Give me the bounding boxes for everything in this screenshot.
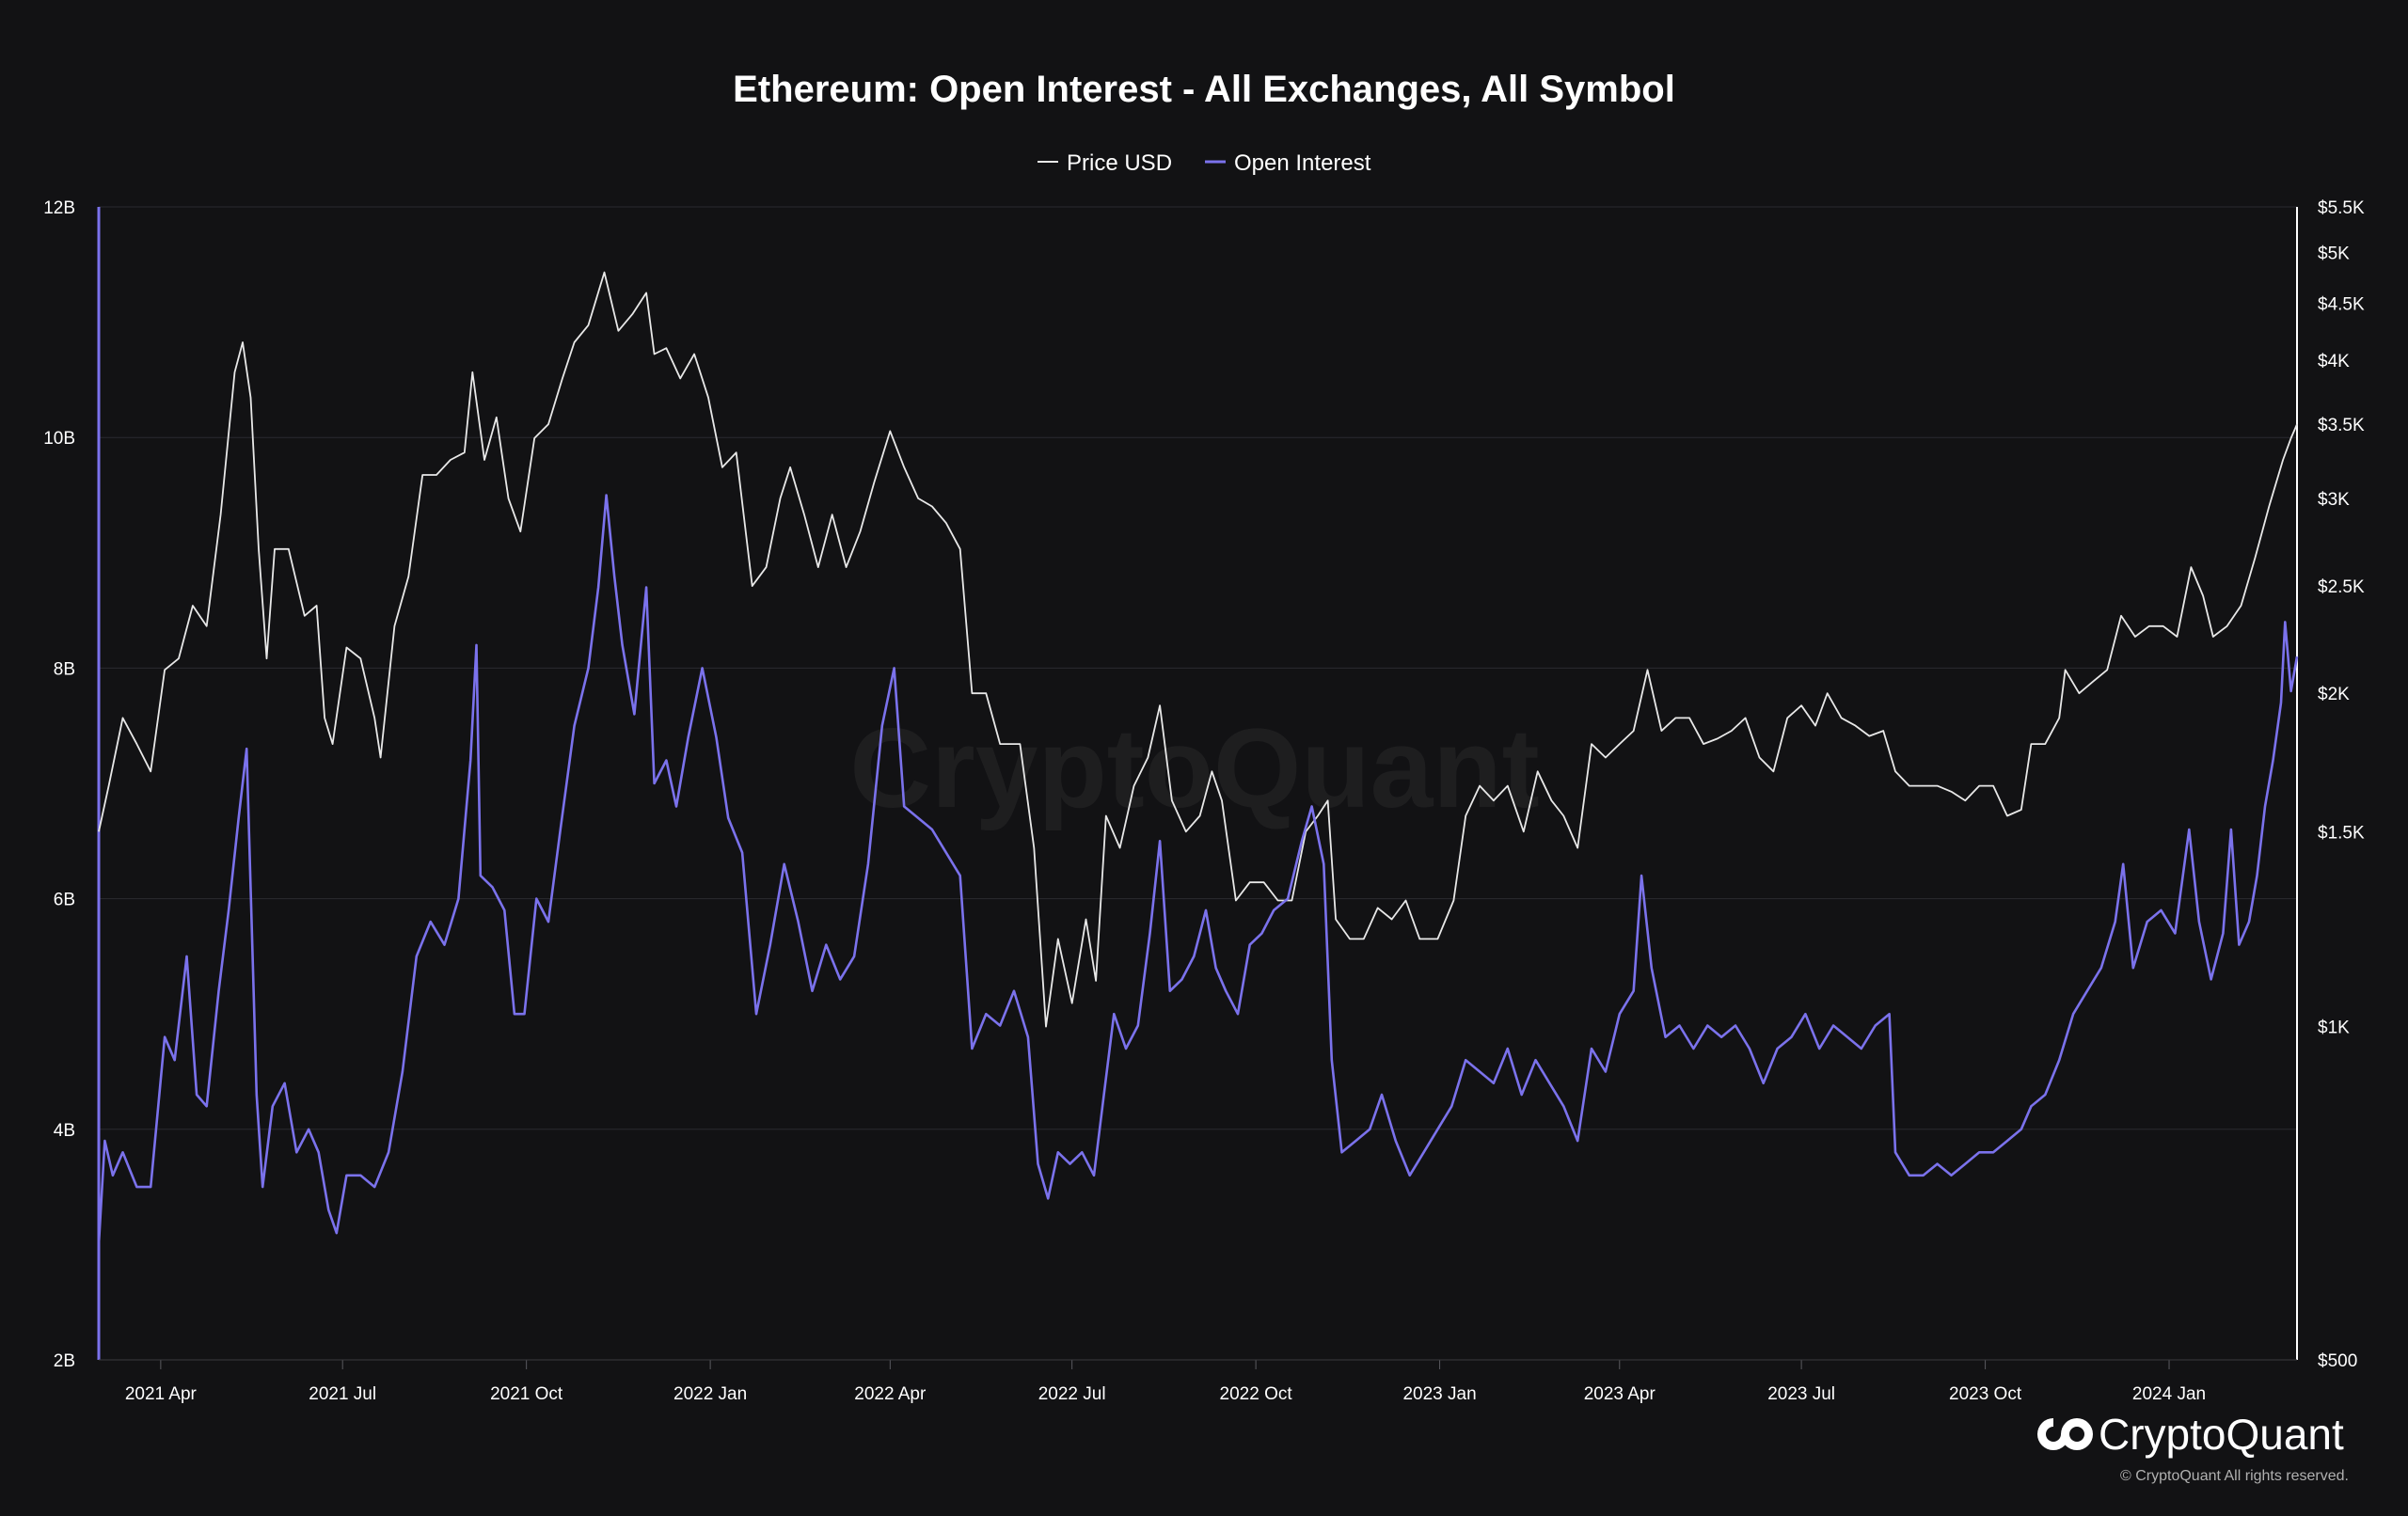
x-axis: 2021 Apr 2021 Jul 2021 Oct 2022 Jan 2022 Apr… [125, 1360, 2206, 1404]
y-right-tick-label: $1K [2318, 1019, 2350, 1038]
y-left-tick-label: 10B [43, 429, 75, 449]
watermark: CryptoQuant [849, 705, 1539, 831]
y-left-tick-label: 12B [43, 198, 75, 218]
y-right-tick-label: $500 [2318, 1351, 2357, 1371]
y-left-tick-label: 4B [54, 1121, 75, 1141]
cryptoquant-logo-text: CryptoQuant [2099, 1410, 2344, 1459]
y-left-tick-label: 2B [54, 1351, 75, 1371]
x-tick-label: 2022 Jan [673, 1384, 747, 1404]
y-left-tick-label: 6B [54, 891, 75, 910]
y-right-tick-label: $3.5K [2318, 416, 2365, 435]
y-right-tick-label: $1.5K [2318, 823, 2365, 843]
legend-label-open-interest: Open Interest [1234, 150, 1371, 176]
y-right-tick-label: $3K [2318, 490, 2350, 510]
series-line-price-usd [98, 271, 2298, 1028]
legend-label-price: Price USD [1067, 150, 1172, 176]
copyright: © CryptoQuant All rights reserved. [2120, 1468, 2349, 1484]
x-tick-label: 2023 Jul [1767, 1384, 1835, 1404]
x-tick-label: 2023 Jan [1402, 1384, 1476, 1404]
cryptoquant-logo-icon [2037, 1415, 2093, 1450]
x-tick-label: 2023 Oct [1949, 1384, 2022, 1404]
y-left-tick-label: 8B [54, 659, 75, 679]
y-right-tick-label: $4.5K [2318, 295, 2365, 315]
series-line-open-interest [97, 494, 2299, 1245]
x-tick-label: 2021 Apr [125, 1384, 198, 1404]
x-tick-label: 2024 Jan [2132, 1384, 2206, 1404]
x-tick-label: 2021 Oct [490, 1384, 563, 1404]
cryptoquant-logo: CryptoQuant [2037, 1410, 2344, 1459]
y-right-tick-label: $2.5K [2318, 577, 2365, 597]
x-tick-label: 2022 Oct [1220, 1384, 1293, 1404]
y-axis-left: 12B 10B 8B 6B 4B 2B [43, 198, 75, 1371]
x-tick-label: 2023 Apr [1584, 1384, 1656, 1404]
y-axis-right: $5.5K $5K $4.5K $4K $3.5K $3K $2.5K $2K $1.5K $1K… [2318, 198, 2365, 1371]
y-right-tick-label: $2K [2318, 685, 2350, 704]
chart-title: Ethereum: Open Interest - All Exchanges,… [733, 69, 1675, 110]
y-right-tick-label: $5K [2318, 245, 2350, 264]
legend: Price USD Open Interest [1038, 150, 1371, 176]
x-tick-label: 2022 Apr [854, 1384, 927, 1404]
x-tick-label: 2022 Jul [1038, 1384, 1106, 1404]
y-right-tick-label: $4K [2318, 352, 2350, 371]
grid [99, 206, 2297, 1130]
x-tick-label: 2021 Jul [309, 1384, 376, 1404]
y-right-tick-label: $5.5K [2318, 198, 2365, 218]
